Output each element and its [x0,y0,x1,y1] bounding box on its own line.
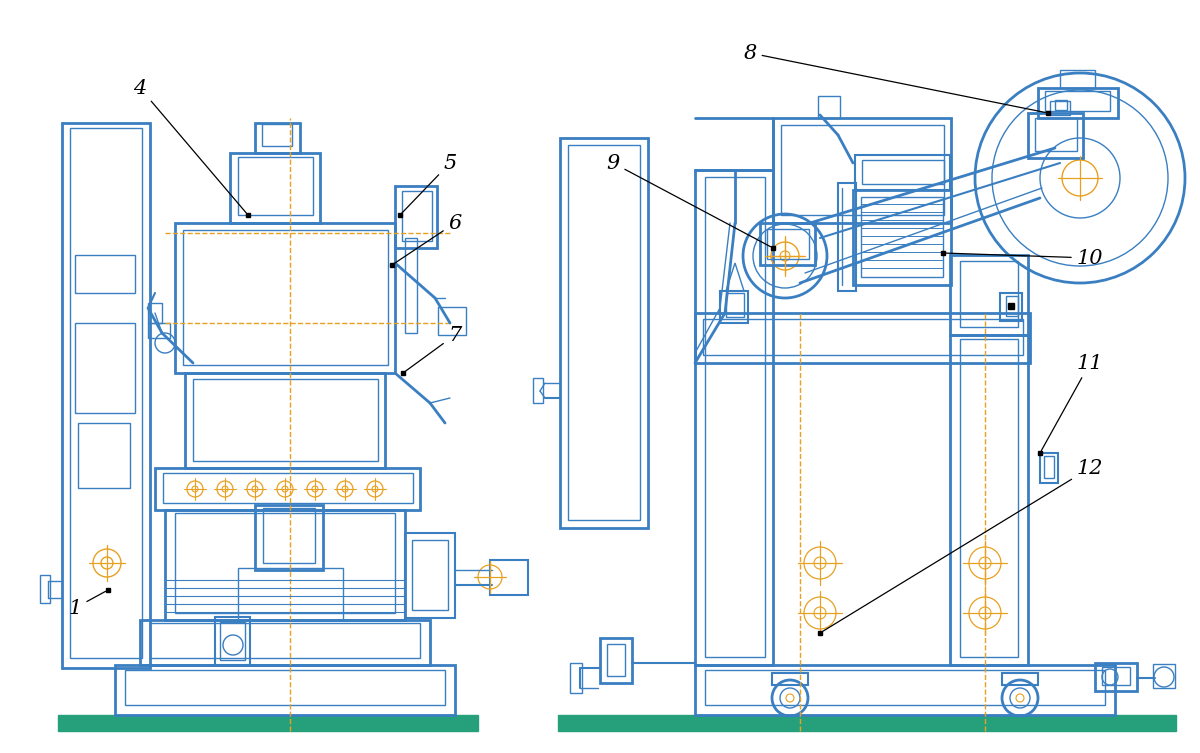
Bar [490,560,528,595]
Bar [406,533,455,618]
Bar [854,155,950,190]
Bar [950,335,1028,665]
Bar [412,540,448,610]
Bar [1153,664,1175,688]
Text: 6: 6 [395,214,462,264]
Bar [1055,100,1067,110]
Bar [438,307,466,335]
Bar [166,510,406,620]
Bar [726,293,744,317]
Bar [58,715,478,731]
Bar [695,665,1115,715]
Bar [703,319,1022,355]
Bar [40,575,50,603]
Bar [402,191,432,241]
Bar [1045,91,1110,111]
Bar [773,118,952,223]
Text: 5: 5 [402,154,457,213]
Bar [862,197,943,277]
Bar [560,138,648,528]
Bar [230,153,320,223]
Text: 10: 10 [946,248,1103,267]
Text: 8: 8 [743,44,1045,112]
Bar [781,125,944,215]
Bar [1096,663,1138,691]
Bar [853,190,952,285]
Bar [74,323,134,413]
Bar [533,378,542,403]
Bar [960,261,1018,327]
Bar [148,323,170,338]
Bar [74,255,134,293]
Bar [706,177,766,657]
Bar [125,670,445,705]
Bar [78,423,130,488]
Bar [960,339,1018,657]
Bar [760,223,815,265]
Bar [262,124,292,146]
Bar [570,663,582,693]
Bar [838,183,856,291]
Bar [818,96,840,118]
Bar [1006,296,1018,316]
Bar [767,229,809,259]
Text: 4: 4 [133,78,246,213]
Bar [695,170,773,665]
Bar [568,145,640,520]
Bar [1040,453,1058,483]
Bar [1102,667,1130,685]
Bar [720,291,748,323]
Bar [70,128,142,658]
Bar [193,379,378,461]
Text: 7: 7 [406,325,462,371]
Bar [1050,101,1070,115]
Bar [256,505,323,570]
Bar [175,223,395,373]
Bar [263,508,314,563]
Bar [695,313,1030,363]
Bar [163,473,413,503]
Text: 12: 12 [822,459,1103,632]
Bar [395,186,437,248]
Bar [150,623,420,658]
Bar [706,670,1105,705]
Bar [600,638,632,683]
Bar [62,123,150,668]
Bar [185,373,385,468]
Bar [772,673,808,685]
Text: 9: 9 [606,154,770,247]
Text: 11: 11 [1042,353,1103,450]
Bar [220,622,245,660]
Bar [862,160,944,184]
Bar [155,468,420,510]
Bar [1000,293,1022,321]
Bar [215,617,250,665]
Bar [1044,456,1054,478]
Bar [406,238,418,333]
Bar [1002,673,1038,685]
Bar [607,644,625,676]
Bar [140,620,430,665]
Bar [1038,88,1118,118]
Bar [558,715,1176,731]
Bar [950,255,1028,335]
Bar [256,123,300,153]
Bar [182,230,388,365]
Bar [238,568,343,620]
Bar [175,513,395,613]
Bar [1034,118,1078,151]
Text: 1: 1 [68,591,106,617]
Bar [1028,113,1084,158]
Bar [115,665,455,715]
Bar [238,157,313,215]
Bar [1060,70,1096,88]
Bar [148,303,162,323]
